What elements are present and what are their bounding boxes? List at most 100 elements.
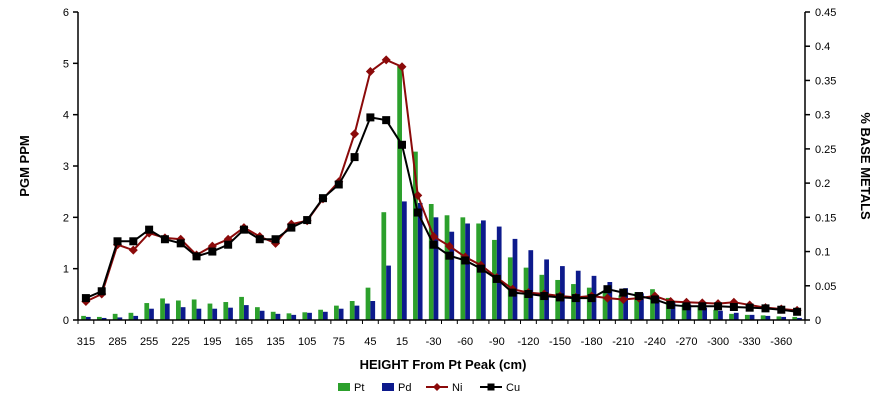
y-axis-title-right: % BASE METALS: [858, 112, 873, 220]
bar-pt--210: [634, 292, 640, 320]
point-cu-180: [224, 240, 233, 249]
bar-pd--135: [560, 266, 565, 320]
x-tick-label: 195: [203, 336, 221, 348]
bar-pd-285: [117, 317, 123, 320]
bar-pd-45: [370, 301, 376, 320]
y-tick-label-right: 0.15: [815, 212, 836, 224]
point-cu--285: [714, 302, 723, 311]
point-cu-105: [303, 216, 312, 225]
legend-swatch-pt: [338, 383, 350, 391]
point-ni-270: [128, 245, 138, 255]
bar-pd-15: [401, 201, 407, 320]
bar-pt--300: [729, 313, 734, 320]
x-tick-label: 15: [396, 336, 408, 348]
point-cu--180: [603, 285, 612, 294]
bar-pt--315: [744, 314, 750, 320]
y-tick-label-right: 0.2: [815, 178, 830, 190]
bar-pt-45: [365, 287, 371, 320]
point-cu--270: [698, 302, 707, 311]
y-tick-label-right: 0.35: [815, 75, 836, 87]
point-cu--330: [761, 304, 770, 313]
bar-pt-120: [286, 313, 292, 320]
x-tick-label: 75: [333, 336, 345, 348]
point-cu-225: [176, 239, 185, 248]
point-cu--225: [650, 295, 659, 304]
labels-layer: HEIGHT From Pt Peak (cm) PGM PPM % BASE …: [17, 112, 873, 372]
bar-pd-195: [212, 308, 218, 320]
bar-pd-0: [417, 202, 423, 320]
point-cu-315: [81, 294, 90, 303]
x-tick-label: -330: [739, 336, 761, 348]
x-tick-label: -90: [489, 336, 505, 348]
point-ni-60: [350, 129, 360, 139]
y-tick-label-left: 0: [63, 315, 69, 327]
x-tick-label: -180: [581, 336, 603, 348]
point-cu--255: [682, 302, 691, 311]
bar-pt--180: [602, 291, 608, 320]
bar-pt--330: [760, 315, 766, 320]
bar-pt-15: [397, 65, 402, 321]
x-tick-label: -300: [707, 336, 729, 348]
point-cu--195: [619, 288, 628, 297]
x-tick-label: 165: [235, 336, 253, 348]
point-cu--165: [587, 294, 596, 303]
legend: Pt Pd Ni Cu: [338, 382, 520, 394]
y-tick-label-right: 0.05: [815, 281, 836, 293]
bar-pd-225: [180, 307, 186, 320]
x-tick-label: -30: [426, 336, 442, 348]
bar-pd--345: [781, 316, 787, 320]
bar-pd--180: [607, 282, 613, 320]
bar-pd-120: [291, 314, 297, 320]
legend-label-pd: Pd: [398, 382, 411, 394]
bar-pt--270: [697, 306, 703, 320]
bar-pd--45: [465, 223, 470, 320]
y-tick-label-left: 2: [63, 212, 69, 224]
bar-pt-240: [160, 298, 165, 320]
bar-pt-30: [381, 212, 387, 320]
x-tick-label: -150: [549, 336, 571, 348]
bar-pt-135: [270, 311, 276, 320]
x-axis-title: HEIGHT From Pt Peak (cm): [360, 357, 527, 372]
point-cu--45: [461, 256, 470, 265]
bar-pt-285: [112, 313, 118, 320]
bar-pt--195: [618, 295, 624, 320]
bar-pt--45: [460, 217, 466, 320]
lines-layer: [81, 55, 802, 316]
point-cu-45: [366, 113, 375, 122]
y-tick-label-left: 5: [63, 58, 69, 70]
bar-pd--120: [544, 259, 549, 320]
bar-pd--195: [623, 288, 628, 320]
point-cu--135: [556, 293, 565, 302]
bar-pt-300: [96, 316, 102, 320]
bar-pt--360: [792, 316, 798, 320]
bar-pd--315: [749, 314, 755, 320]
legend-label-pt: Pt: [354, 382, 364, 394]
point-cu-150: [255, 235, 264, 244]
bar-pt-0: [413, 151, 418, 320]
bar-pd--30: [449, 231, 455, 320]
point-cu-120: [287, 223, 296, 232]
point-cu--75: [492, 274, 501, 283]
bar-pd-300: [101, 317, 107, 320]
point-ni-0: [413, 190, 423, 200]
point-ni--180: [602, 293, 612, 303]
y-tick-label-left: 1: [63, 264, 69, 276]
bar-pt-225: [175, 300, 181, 320]
y-tick-label-right: 0.4: [815, 41, 830, 53]
y-tick-label-right: 0.45: [815, 7, 836, 19]
point-cu-165: [239, 225, 248, 234]
axes-layer: 012345600.050.10.150.20.250.30.350.40.45…: [63, 7, 837, 348]
y-tick-label-left: 3: [63, 161, 69, 173]
bar-pt--225: [650, 289, 655, 320]
bar-pt--285: [713, 309, 719, 320]
bar-pt--30: [444, 215, 450, 320]
bar-pd--330: [765, 315, 771, 320]
line-cu: [85, 116, 798, 313]
point-cu-300: [97, 287, 106, 296]
bar-pt-60: [349, 301, 355, 320]
bar-pt--345: [776, 316, 782, 320]
bar-pd-270: [133, 315, 139, 320]
bar-pt--255: [681, 303, 687, 320]
y-tick-label-left: 6: [63, 7, 69, 19]
